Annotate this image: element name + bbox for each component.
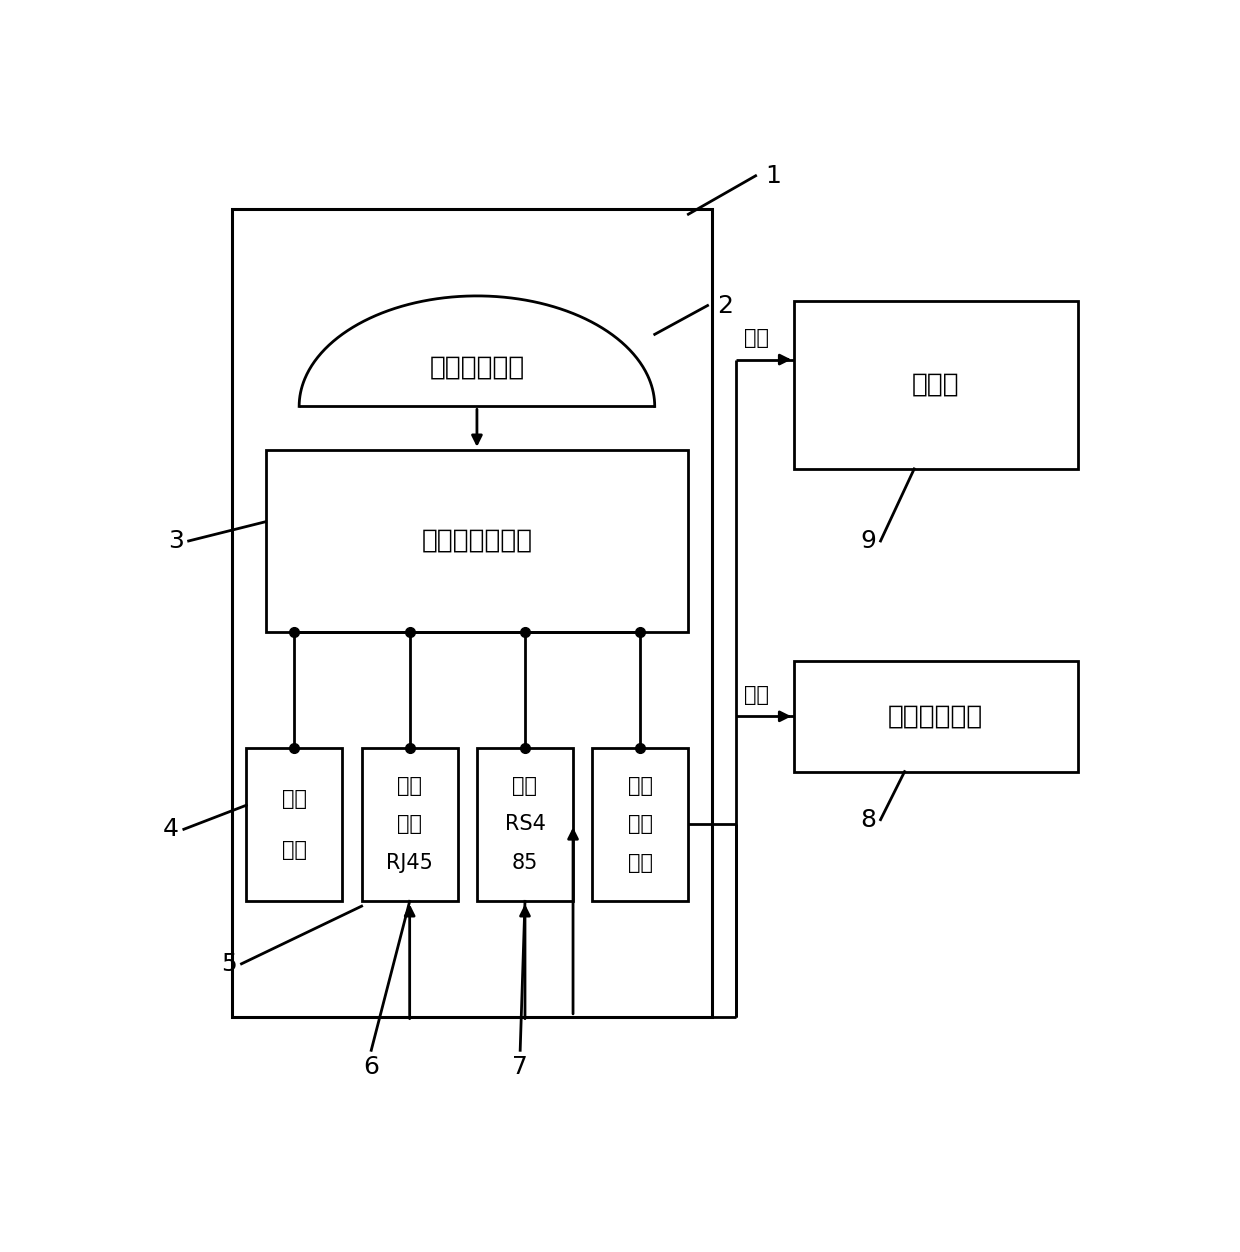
- Text: 2: 2: [717, 293, 733, 318]
- Text: 全景成像器件: 全景成像器件: [429, 356, 525, 381]
- Text: 输出: 输出: [627, 853, 652, 873]
- Text: 5: 5: [221, 952, 237, 975]
- Text: 其他: 其他: [281, 789, 306, 809]
- Text: 外部控制设备: 外部控制设备: [888, 704, 983, 730]
- Text: RS4: RS4: [505, 815, 546, 835]
- Bar: [362, 747, 458, 901]
- Text: 串口: 串口: [512, 776, 537, 796]
- Bar: [794, 300, 1078, 470]
- Bar: [247, 747, 342, 901]
- Text: 3: 3: [167, 528, 184, 553]
- Bar: [232, 209, 712, 1017]
- Bar: [593, 747, 688, 901]
- Text: 接口: 接口: [397, 815, 422, 835]
- Text: 4: 4: [162, 818, 179, 841]
- Text: RJ45: RJ45: [386, 853, 433, 873]
- Text: 监视: 监视: [744, 328, 769, 348]
- Bar: [794, 661, 1078, 771]
- Text: 监视器: 监视器: [911, 372, 960, 398]
- Text: 85: 85: [512, 853, 538, 873]
- Bar: [477, 747, 573, 901]
- Text: 图像处理电路板: 图像处理电路板: [422, 528, 532, 553]
- Text: 6: 6: [363, 1055, 379, 1079]
- Text: 8: 8: [859, 808, 875, 831]
- Bar: [265, 449, 688, 632]
- Text: 模拟: 模拟: [627, 776, 652, 796]
- Text: 网络: 网络: [397, 776, 422, 796]
- Text: 视频: 视频: [627, 815, 652, 835]
- Text: 7: 7: [512, 1055, 528, 1079]
- Text: 接口: 接口: [281, 840, 306, 860]
- Text: 1: 1: [765, 164, 781, 188]
- Text: 9: 9: [859, 528, 875, 553]
- Text: 控制: 控制: [744, 685, 769, 705]
